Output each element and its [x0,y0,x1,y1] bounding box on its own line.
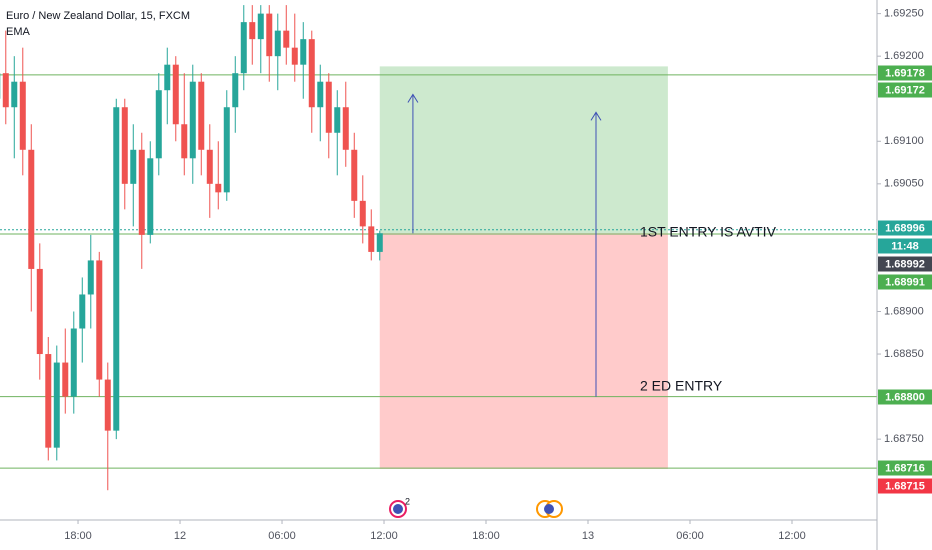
price-tag-label: 11:48 [891,240,919,252]
candle-body [79,294,86,329]
price-tag-label: 1.68996 [885,222,925,234]
candle-body [181,124,188,159]
candle-body [36,268,43,355]
candle-body [104,379,111,431]
event-count: 2 [405,496,410,506]
arrow-head [590,111,602,121]
candle-body [368,226,375,252]
y-tick-label: 1.69100 [884,135,924,147]
profit-zone [379,66,668,234]
candle-body [317,81,324,108]
x-tick-label: 12 [174,530,186,542]
candle-body [257,13,264,40]
y-tick-label: 1.69200 [884,50,924,62]
candle-body [249,22,256,40]
candle-body [359,200,366,227]
candle-body [342,107,349,150]
annotation: 1ST ENTRY IS AVTIV [640,224,777,240]
y-tick-label: 1.68850 [884,348,924,360]
candle-body [138,149,145,235]
price-tag [878,274,932,290]
y-tick-label: 1.69250 [884,8,924,20]
event-icon [536,500,563,518]
candle-body [19,81,26,150]
candle-body [70,328,77,397]
event-icon: 2 [389,496,410,518]
candle-body [376,233,383,252]
candle-body [164,64,171,91]
candle-body [240,22,247,74]
candle-body [62,362,69,397]
candle-body [308,39,315,108]
price-tag-label: 1.68715 [885,480,925,492]
chart-title: Euro / New Zealand Dollar, 15, FXCM [6,10,190,22]
candle-body [96,260,103,380]
price-tag [878,478,932,494]
y-tick-label: 1.68900 [884,305,924,317]
candle-body [155,90,162,159]
x-tick-label: 06:00 [676,530,704,542]
annotation: 2 ED ENTRY [640,378,723,394]
x-tick-label: 06:00 [268,530,296,542]
candle-body [172,64,179,125]
price-tag-label: 1.69172 [885,84,925,96]
candle-body [2,73,9,108]
candle-body [45,354,52,448]
price-tag [878,460,932,476]
candle-body [223,107,230,193]
candle-body [28,149,35,269]
candle-body [206,149,213,184]
candle-body [300,39,307,65]
price-tag [878,65,932,81]
price-tag-label: 1.68992 [885,258,925,270]
x-tick-label: 12:00 [370,530,398,542]
price-tag [878,256,932,272]
candle-body [325,81,332,133]
x-tick-label: 12:00 [778,530,806,542]
candle-body [53,362,60,448]
candle-body [121,107,128,184]
loss-zone [379,233,668,469]
candle-body [147,158,154,235]
price-tag [878,389,932,405]
candle-body [334,107,341,133]
price-tag-label: 1.68800 [885,391,925,403]
candle-body [283,30,290,48]
candle-body [266,13,273,57]
x-tick-label: 18:00 [64,530,92,542]
candle-body [113,107,120,431]
price-tag-label: 1.69178 [885,67,925,79]
candle-body [232,73,239,108]
candle-body [215,183,222,193]
candle-body [291,47,298,65]
indicator-label: EMA [6,26,31,38]
arrow-head [407,93,419,103]
y-tick-label: 1.69050 [884,178,924,190]
candle-body [274,30,281,57]
candle-body [87,260,94,295]
price-tag [878,82,932,98]
candle-body [198,81,205,150]
price-tag-label: 1.68716 [885,462,925,474]
candle-body [130,149,137,184]
price-tag [878,220,932,236]
y-tick-label: 1.68750 [884,433,924,445]
price-tag-label: 1.68991 [885,276,925,288]
plot: 1ST ENTRY IS AVTIV 2 ED ENTRY [0,5,877,491]
candle-body [351,149,358,201]
candle-body [11,81,18,108]
candle-body [189,81,196,159]
price-tag [878,238,932,254]
x-tick-label: 13 [582,530,594,542]
x-tick-label: 18:00 [472,530,500,542]
